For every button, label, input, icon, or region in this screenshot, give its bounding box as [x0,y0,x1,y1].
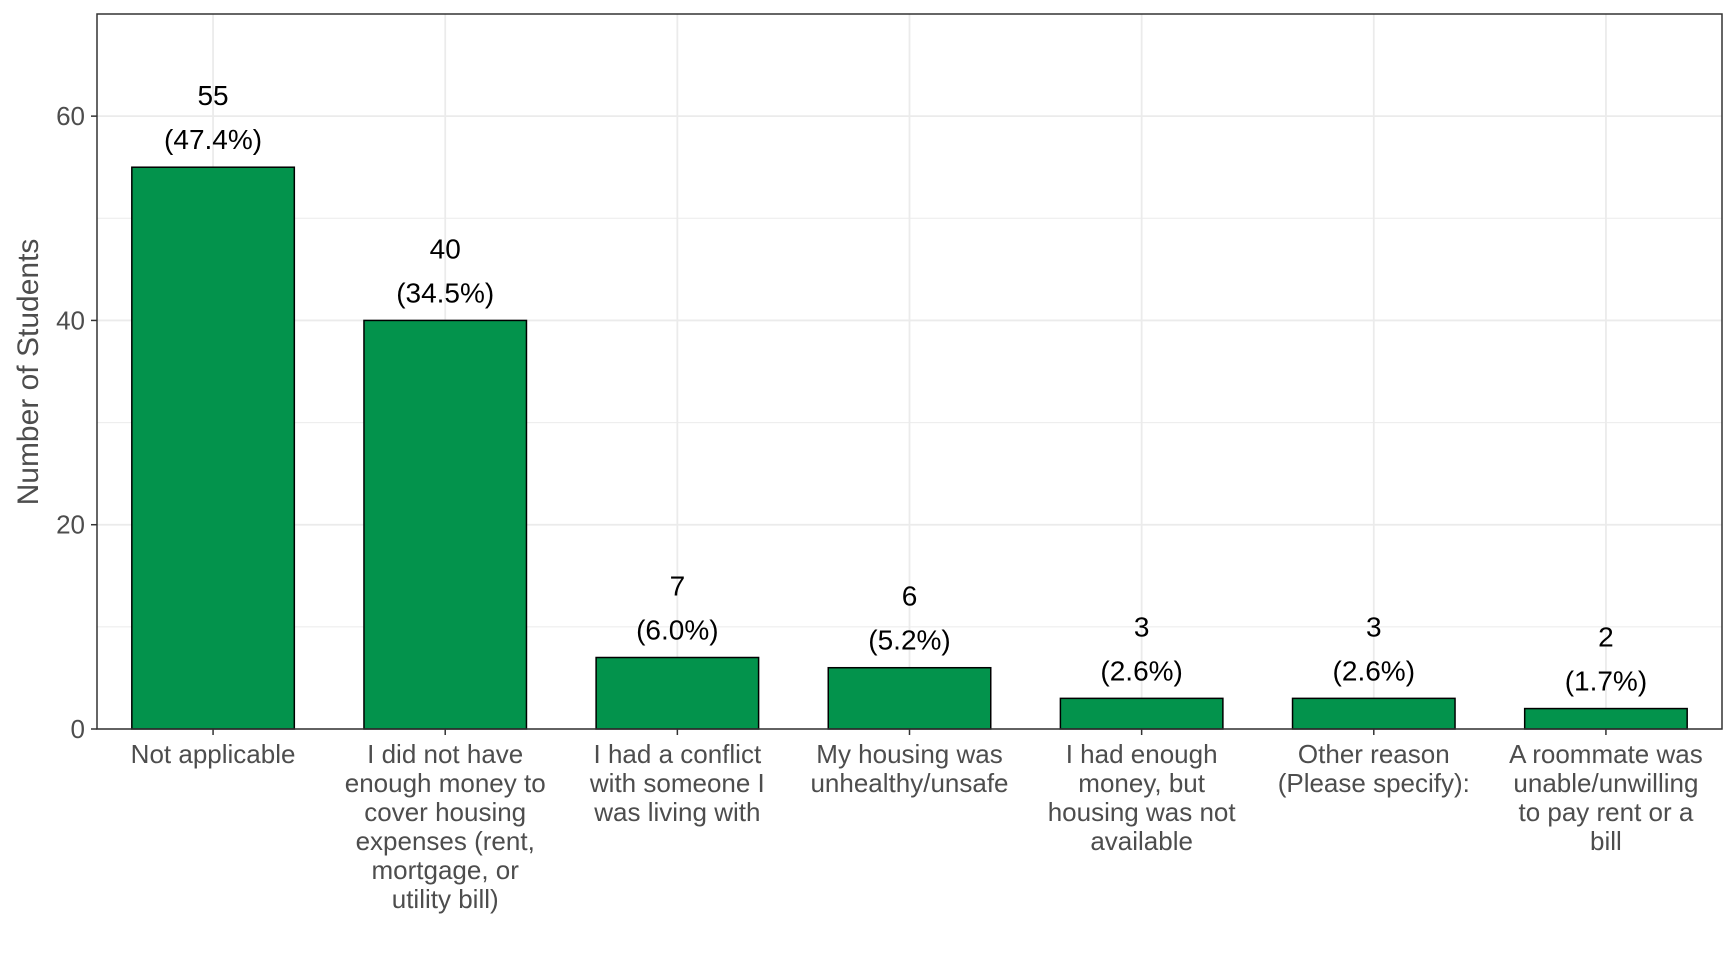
x-tick-label-line: was living with [593,797,760,827]
data-label-count: 7 [670,571,686,602]
x-tick-label-line: expenses (rent, [356,826,535,856]
data-label-count: 3 [1134,611,1150,642]
y-tick-label: 0 [71,714,85,744]
x-tick-label-line: I had enough [1066,739,1218,769]
x-tick-label-line: unable/unwilling [1513,768,1698,798]
x-tick-label: Not applicable [131,739,296,769]
x-tick-label-line: Other reason [1298,739,1450,769]
x-tick-label-line: My housing was [816,739,1002,769]
data-label-count: 40 [430,233,461,264]
x-tick-label-line: with someone I [589,768,765,798]
bar-4 [827,666,992,730]
y-axis-title: Number of Students [12,239,45,506]
data-label-percent: (47.4%) [164,124,262,155]
y-tick-label: 20 [56,510,85,540]
y-tick-label: 60 [56,101,85,131]
bar-layer [131,166,1688,730]
x-tick-label-line: housing was not [1048,797,1237,827]
bar-7 [1523,707,1688,730]
x-tick-label: I had enough money, but housing was not ava… [1048,739,1237,856]
x-tick-label-line: unhealthy/unsafe [810,768,1008,798]
axis-layer: 0 20 40 60 Not applicable I did not have enoug… [56,101,1703,914]
x-tick-label-line: mortgage, or [372,855,520,885]
x-tick-label-line: I had a conflict [594,739,762,769]
x-tick-label-line: money, but [1078,768,1205,798]
x-tick-label-line: I did not have [367,739,523,769]
x-tick-label-line: enough money to [345,768,546,798]
data-label-count: 55 [197,80,228,111]
x-tick-label-line: bill [1590,826,1622,856]
x-tick-label-line: cover housing [364,797,526,827]
data-label-count: 6 [902,581,918,612]
x-tick-label-line: available [1090,826,1193,856]
data-label-count: 3 [1366,611,1382,642]
bar-3 [595,656,760,730]
x-tick-label-line: to pay rent or a [1518,797,1693,827]
y-tick-label: 40 [56,305,85,335]
data-label-count: 2 [1598,622,1614,653]
bar-5 [1059,697,1224,730]
data-label-percent: (2.6%) [1100,655,1182,686]
x-tick-label: My housing was unhealthy/unsafe [810,739,1008,798]
data-label-layer: (47.4%) 55 (34.5%) 40 (6.0%) 7 (5.2%) 6 (2.6%) 3 (… [164,80,1647,696]
x-tick-label-line: A roommate was [1509,739,1703,769]
x-tick-label: A roommate was unable/unwilling to pay ren… [1509,739,1703,856]
x-tick-label-line: (Please specify): [1278,768,1470,798]
data-label-percent: (2.6%) [1333,655,1415,686]
data-label-percent: (5.2%) [868,625,950,656]
grid-layer [97,14,1722,730]
x-tick-label: Other reason (Please specify): [1278,739,1470,798]
x-tick-label: I did not have enough money to cover housi… [345,739,546,914]
data-label-percent: (6.0%) [636,615,718,646]
bar-1 [131,166,296,730]
bar-2 [363,319,528,730]
data-label-percent: (34.5%) [396,277,494,308]
x-tick-label-line: utility bill) [392,884,499,914]
data-label-percent: (1.7%) [1565,666,1647,697]
bar-6 [1291,697,1456,730]
x-tick-label-line: Not applicable [131,739,296,769]
